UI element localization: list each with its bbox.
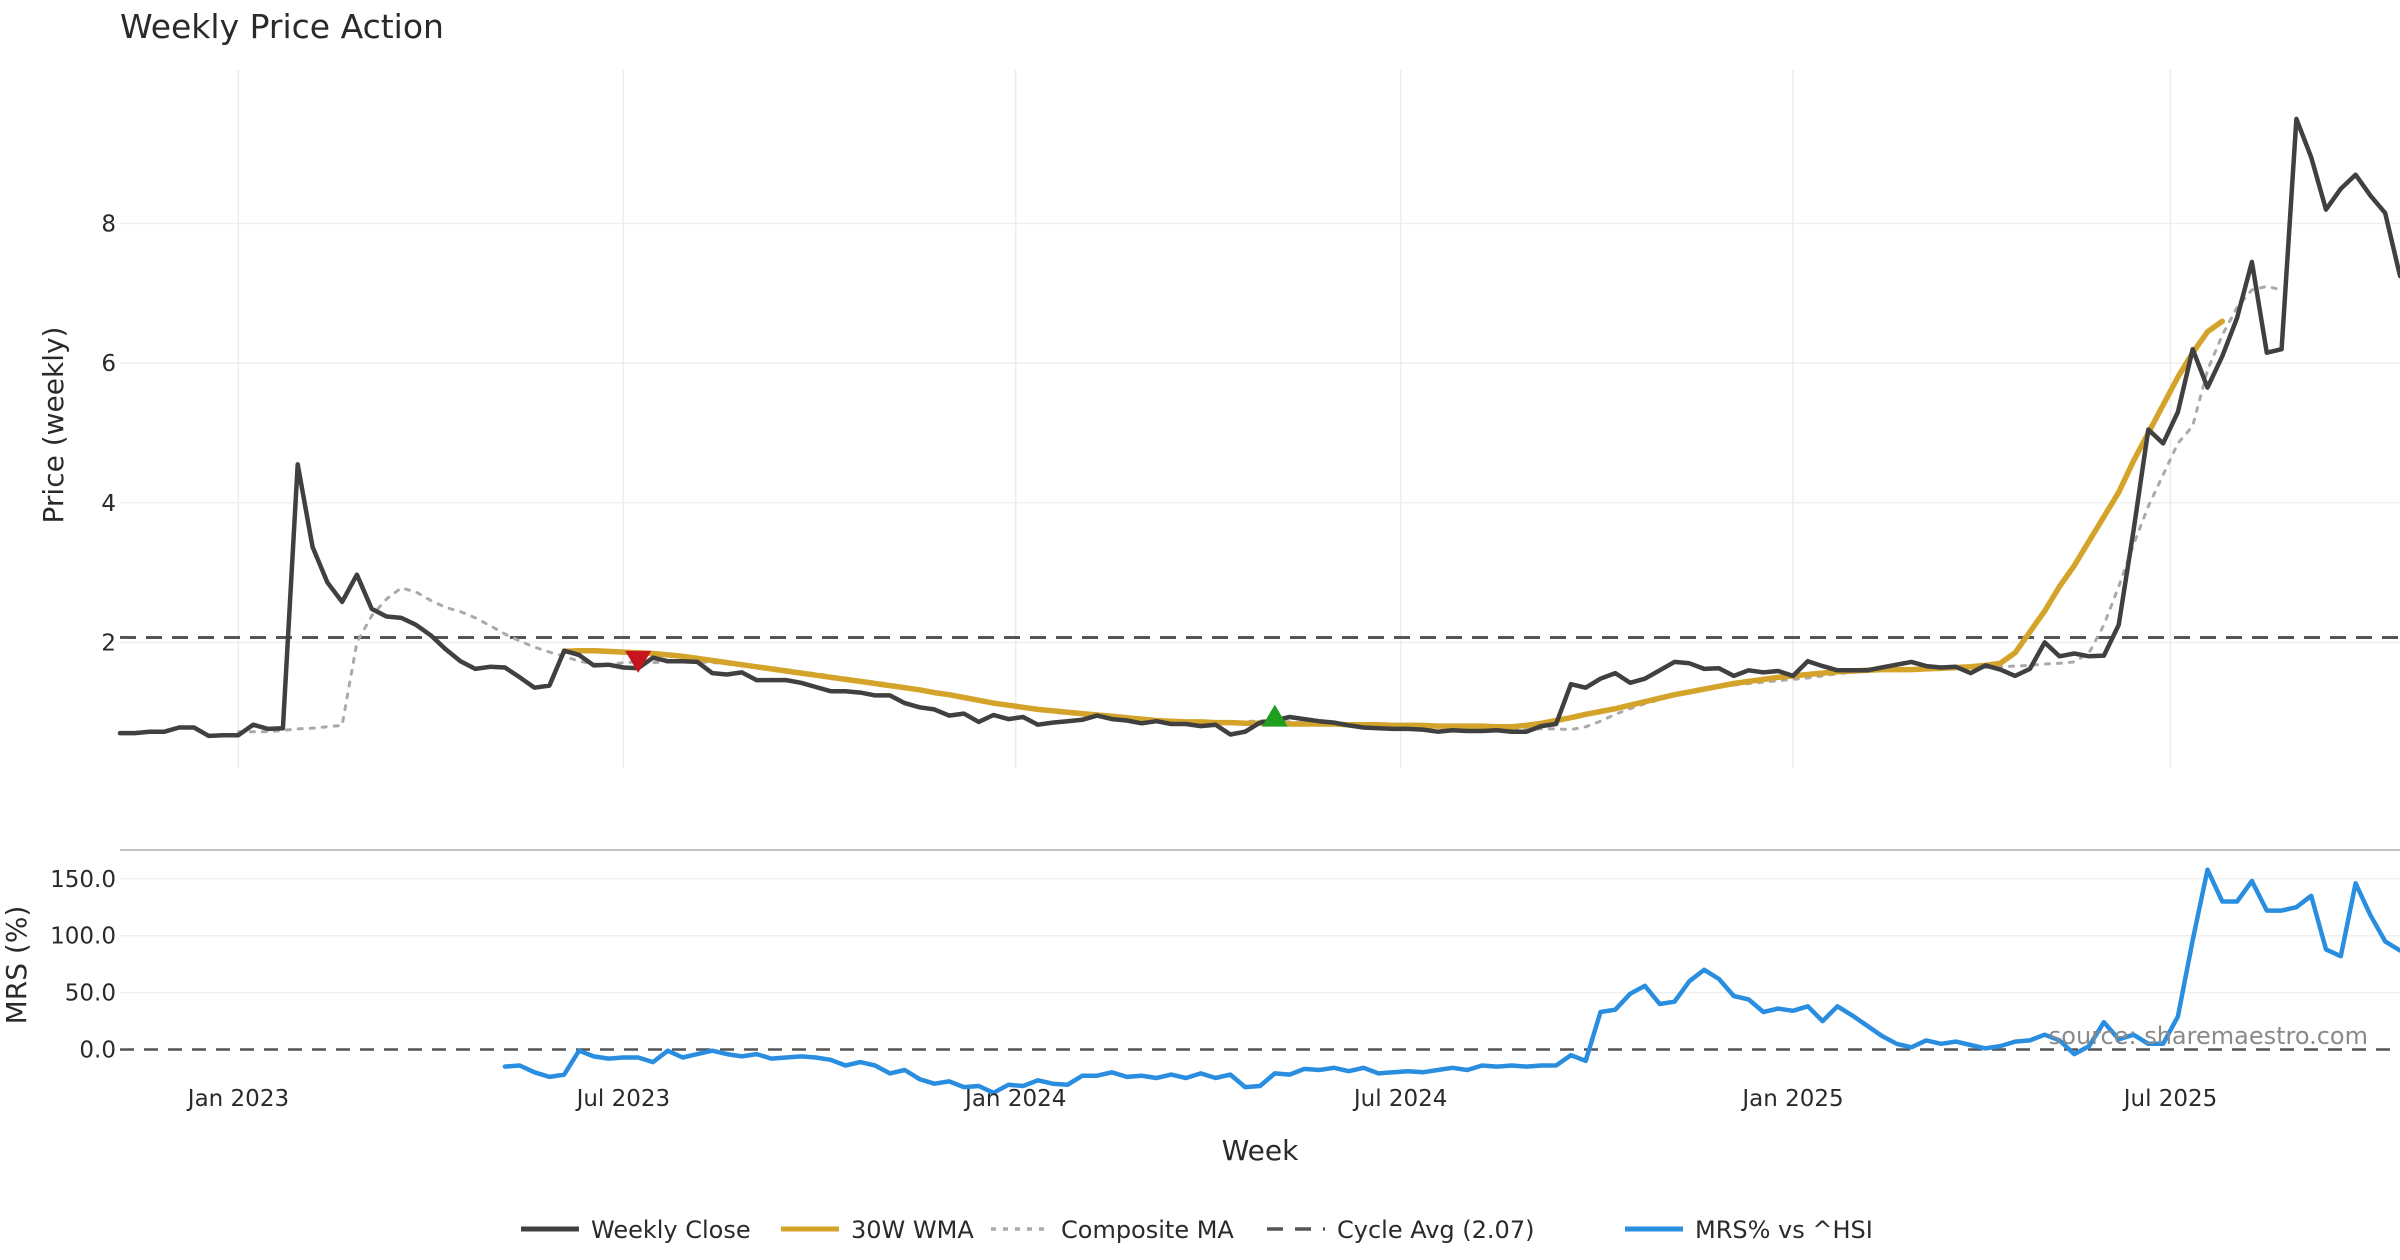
series-line-mrs-vs-hsi: [502, 867, 2400, 1096]
x-axis-label: Week: [1222, 1134, 1299, 1167]
source-note: source: sharemaestro.com: [2049, 1022, 2368, 1050]
x-tick-label: Jan 2025: [1740, 1086, 1843, 1112]
price-y-tick-label: 6: [101, 351, 116, 377]
sell-marker: [625, 650, 652, 673]
series-line-weekly-close: [117, 116, 2400, 739]
buy-marker: [1261, 704, 1288, 727]
mrs-gridlines: [120, 878, 2400, 994]
legend-label-weekly-close: Weekly Close: [591, 1216, 751, 1244]
mrs-y-tick-label: 100.0: [50, 924, 116, 950]
price-y-axis-label: Price (weekly): [37, 327, 70, 524]
mrs-y-tick-label: 50.0: [65, 981, 116, 1007]
legend: Weekly Close 30W WMA Composite MA Cycle Avg…: [521, 1216, 1873, 1244]
price-y-ticks: 2 4 6 8: [101, 212, 116, 657]
legend-label-30w-wma: 30W WMA: [851, 1216, 974, 1244]
price-y-tick-label: 2: [101, 630, 116, 656]
x-tick-label: Jan 2023: [186, 1086, 289, 1112]
signal-markers: [625, 650, 1288, 727]
x-tick-label: Jul 2025: [2122, 1086, 2218, 1112]
x-ticks: Jan 2023 Jul 2023 Jan 2024 Jul 2024 Jan 2025…: [186, 1086, 2218, 1112]
price-series-group: [117, 116, 2400, 739]
price-y-tick-label: 4: [101, 491, 116, 517]
legend-label-composite-ma: Composite MA: [1061, 1216, 1234, 1244]
legend-label-cycle-avg-2-07: Cycle Avg (2.07): [1337, 1216, 1534, 1244]
series-line-30w-wma: [561, 318, 2226, 730]
chart-title: Weekly Price Action: [120, 7, 444, 46]
mrs-y-axis-label: MRS (%): [0, 906, 33, 1025]
mrs-y-ticks: 0.0 50.0 100.0 150.0: [50, 867, 116, 1064]
mrs-y-tick-label: 0.0: [79, 1038, 116, 1064]
mrs-series-group: [502, 867, 2400, 1096]
legend-label-mrs-vs-hsi: MRS% vs ^HSI: [1695, 1216, 1873, 1244]
mrs-y-tick-label: 150.0: [50, 867, 116, 893]
x-tick-label: Jan 2024: [963, 1086, 1066, 1112]
x-tick-label: Jul 2024: [1352, 1086, 1448, 1112]
price-y-tick-label: 8: [101, 212, 116, 238]
x-tick-label: Jul 2023: [575, 1086, 671, 1112]
